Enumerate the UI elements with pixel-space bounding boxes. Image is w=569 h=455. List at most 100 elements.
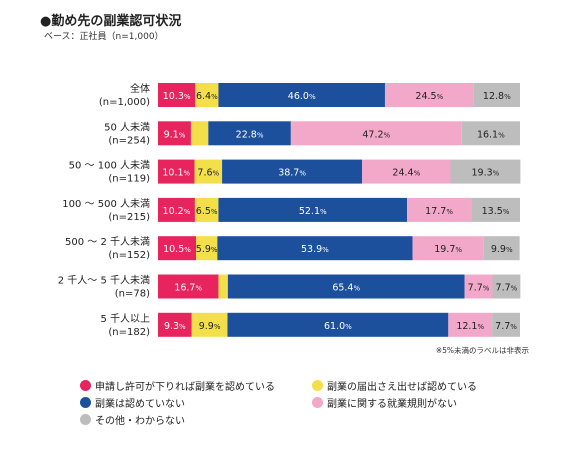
bar-segment	[448, 312, 493, 337]
bar-segment	[471, 197, 520, 222]
bar-segment	[362, 159, 451, 184]
bar-segment	[158, 121, 191, 146]
bar-segment	[218, 197, 408, 222]
legend-item-not-allowed: 副業は認めていない	[80, 395, 185, 410]
data-label: 10.2%	[163, 206, 191, 217]
bar-segment	[473, 83, 520, 107]
data-label: 7.7%	[495, 321, 517, 332]
data-label: 9.9%	[491, 244, 513, 255]
data-label: 46.0%	[288, 91, 316, 102]
legend-label: 副業の届出さえ出せば認めている	[327, 382, 477, 393]
category-label: 500 ～ 2 千人未満	[65, 236, 150, 248]
bar-segment	[222, 159, 363, 184]
category-label: 2 千人～ 5 千人未満	[58, 275, 150, 287]
bar-segment	[450, 159, 521, 184]
data-label: 9.9%	[199, 321, 221, 332]
data-label: 47.2%	[362, 129, 390, 140]
data-label: 10.1%	[162, 168, 190, 179]
data-label: 19.3%	[472, 168, 500, 179]
data-label: 16.1%	[477, 129, 505, 140]
bar-segment	[290, 121, 462, 146]
category-label: 5 千人以上	[100, 313, 150, 325]
category-label: 100 ～ 500 人未満	[62, 198, 150, 210]
category-n-label: (n=119)	[108, 174, 150, 185]
data-label: 12.8%	[483, 91, 511, 102]
data-label: 24.4%	[392, 168, 420, 179]
chart-subtitle: ベース：正社員（n=1,000）	[44, 32, 164, 42]
bar-segment	[190, 121, 209, 146]
bar-segment	[195, 83, 219, 107]
bar-segment	[227, 274, 465, 299]
bar-segment	[217, 236, 413, 261]
legend-dot	[80, 414, 91, 425]
bar-segment	[158, 159, 195, 184]
data-label: 6.5%	[196, 206, 218, 217]
data-label: 52.1%	[299, 206, 327, 217]
category-n-label: (n=182)	[108, 327, 150, 338]
bar-segment	[191, 312, 228, 337]
data-label: 7.7%	[468, 283, 490, 294]
footnote: ※5%未満のラベルは非表示	[435, 346, 529, 355]
bar-segment	[196, 236, 218, 261]
legend-item-no-rules: 副業に関する就業規則がない	[312, 395, 457, 410]
bar-segment	[194, 159, 223, 184]
bar-segment	[407, 197, 472, 222]
category-label: 50 人未満	[104, 121, 150, 133]
category-n-label: (n=1,000)	[99, 97, 150, 108]
data-label: 16.7%	[174, 283, 202, 294]
bar-segment	[412, 236, 484, 261]
bar-segment	[218, 83, 385, 107]
category-label: 全体	[130, 82, 150, 95]
chart-title: ●勤め先の副業認可状況	[40, 14, 182, 29]
data-label: 17.7%	[425, 206, 453, 217]
bar-segment	[492, 274, 521, 299]
data-label: 6.4%	[196, 91, 218, 102]
bar-segment	[492, 312, 520, 337]
data-label: 24.5%	[415, 91, 443, 102]
data-label: 10.3%	[163, 91, 191, 102]
legend-dot	[312, 380, 323, 391]
bar-segment	[158, 83, 196, 107]
data-label: 7.7%	[496, 283, 518, 294]
category-label: 50 ～ 100 人未満	[69, 160, 150, 172]
data-label: 9.3%	[164, 321, 186, 332]
data-label: 5.9%	[196, 244, 218, 255]
bar-segment	[461, 121, 520, 146]
legend-dot	[312, 397, 323, 408]
legend-label: 副業に関する就業規則がない	[327, 399, 457, 410]
category-n-label: (n=78)	[115, 289, 150, 300]
data-label: 12.1%	[456, 321, 484, 332]
data-label: 53.9%	[301, 244, 329, 255]
data-label: 38.7%	[278, 168, 306, 179]
data-label: 7.6%	[197, 168, 219, 179]
data-label: 22.8%	[236, 129, 264, 140]
bar-segment	[208, 121, 291, 146]
data-label: 61.0%	[324, 321, 352, 332]
bar-segment	[464, 274, 493, 299]
bar-segment	[218, 274, 228, 299]
data-label: 19.7%	[434, 244, 462, 255]
legend-label: その他・わからない	[95, 416, 185, 427]
data-label: 65.4%	[332, 283, 360, 294]
legend-item-requires-approval: 申請し許可が下りれば副業を認めている	[80, 378, 275, 393]
legend-dot	[80, 397, 91, 408]
category-n-label: (n=254)	[108, 135, 150, 146]
bar-segment	[158, 197, 195, 222]
bar-segment	[158, 274, 219, 299]
legend-item-other: その他・わからない	[80, 412, 185, 427]
legend-item-notification-ok: 副業の届出さえ出せば認めている	[312, 378, 477, 393]
legend-label: 副業は認めていない	[95, 399, 185, 410]
legend-dot	[80, 380, 91, 391]
bar-segment	[384, 83, 474, 107]
bar-segment	[194, 197, 219, 222]
bar-segment	[483, 236, 520, 261]
bar-segment	[158, 236, 197, 261]
bar-segment	[158, 312, 192, 337]
data-label: 10.5%	[163, 244, 191, 255]
bar-segment	[227, 312, 449, 337]
data-label: 13.5%	[482, 206, 510, 217]
category-n-label: (n=215)	[108, 212, 150, 223]
legend-label: 申請し許可が下りれば副業を認めている	[95, 382, 275, 393]
data-label: 9.1%	[164, 129, 186, 140]
